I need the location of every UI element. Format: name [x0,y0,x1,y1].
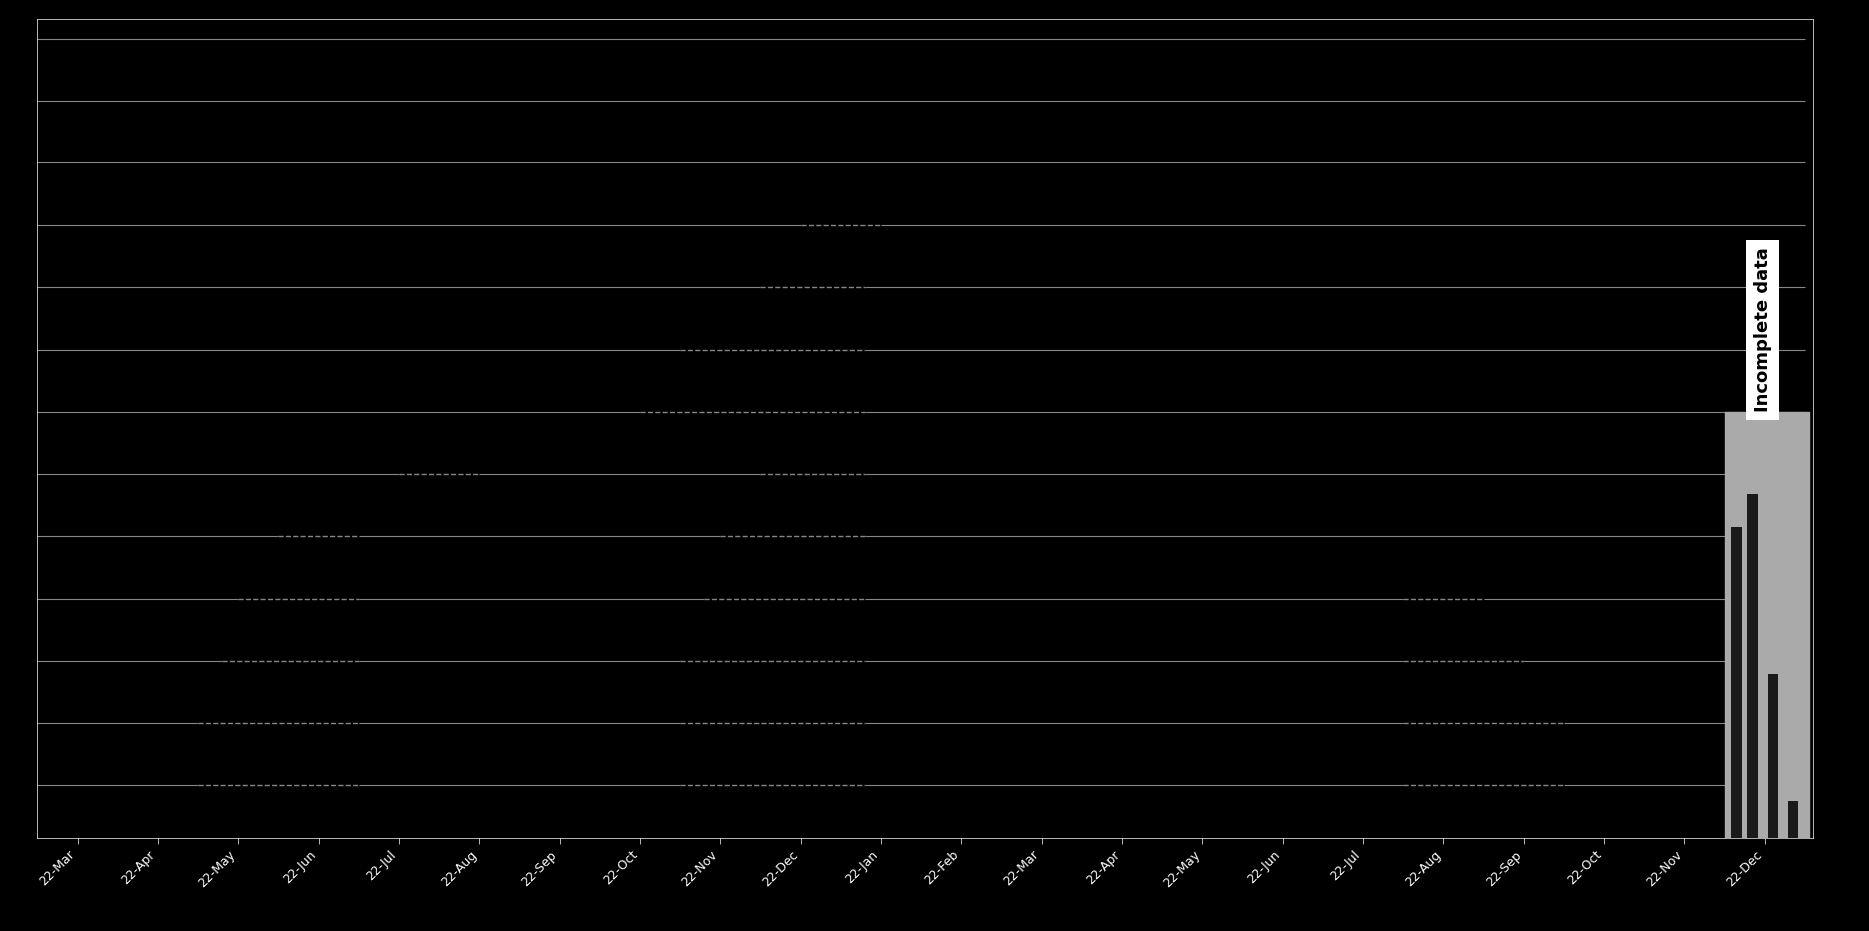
Bar [1768,674,1777,838]
Bar [1748,493,1759,838]
Bar [1731,527,1742,838]
Text: Incomplete data: Incomplete data [1753,248,1772,412]
Bar [1787,801,1798,838]
